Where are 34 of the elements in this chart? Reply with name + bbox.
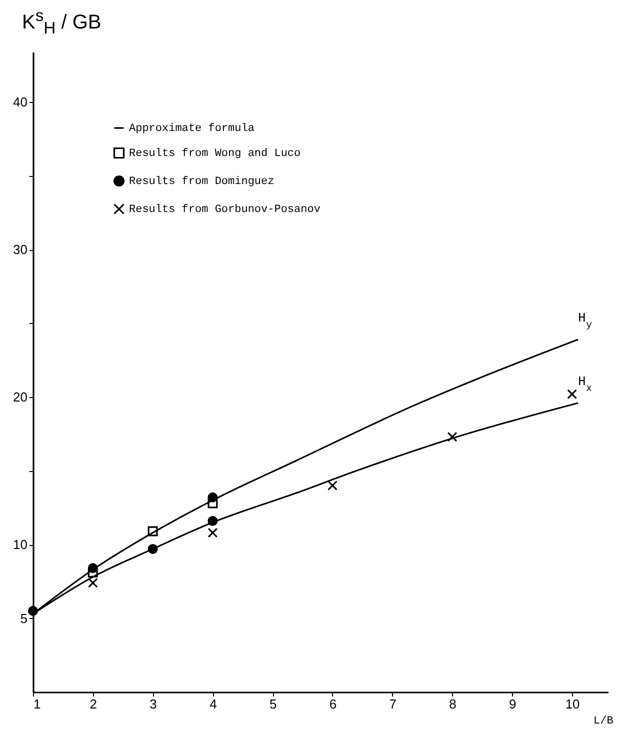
x-tick-label: 9 [509, 696, 516, 712]
x-tick-label: 10 [565, 696, 580, 712]
point [208, 498, 218, 508]
y-tick-label: 10 [13, 537, 28, 552]
legend-label: Results from Dominguez [129, 176, 274, 188]
point [327, 480, 338, 491]
point [148, 544, 158, 554]
point [148, 526, 158, 536]
y-tick-label: 5 [20, 610, 28, 626]
point [208, 492, 218, 502]
x-axis-title: L/B [594, 716, 614, 728]
x-tick-label: 1 [34, 696, 41, 712]
x-tick-label: 4 [210, 696, 217, 712]
point [88, 578, 98, 588]
point [208, 528, 218, 538]
x-tick-label: 3 [150, 696, 157, 712]
legend-label: Approximate formula [129, 123, 255, 135]
point [88, 563, 98, 574]
point [447, 432, 458, 442]
y-axis-title: K$^{s}$$_{H}$ / GB [22, 6, 102, 39]
legend-label: Results from Wong and Luco [129, 148, 301, 160]
x-tick-label: 5 [269, 696, 277, 712]
y-tick-label: 20 [13, 390, 28, 405]
x-tick-label: 2 [90, 696, 98, 712]
y-tick-label: 40 [13, 94, 28, 110]
y-tick-label: 30 [13, 242, 28, 258]
legend-label: Results from Gorbunov-Posanov [129, 204, 321, 216]
x-tick-label: 8 [449, 696, 456, 712]
x-tick-label: 6 [329, 696, 337, 712]
point [88, 568, 98, 578]
point [28, 606, 38, 616]
point [567, 389, 578, 400]
point [208, 516, 218, 526]
x-tick-label: 7 [389, 696, 396, 712]
